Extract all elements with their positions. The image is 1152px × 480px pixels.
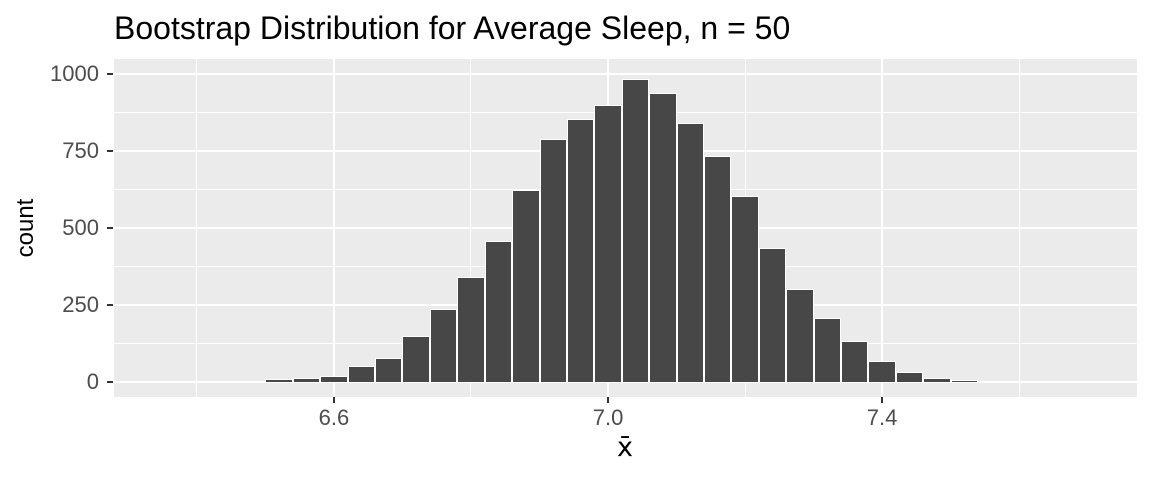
y-tick-label: 750	[62, 137, 99, 163]
histogram-bar	[183, 381, 211, 382]
histogram-bar	[786, 288, 814, 382]
histogram-bar	[758, 248, 787, 382]
histogram-bar	[594, 104, 622, 382]
x-axis-title: x̄	[617, 432, 633, 463]
histogram-bar	[676, 123, 704, 382]
histogram-bar	[375, 358, 403, 382]
chart-title: Bootstrap Distribution for Average Sleep…	[114, 10, 791, 46]
histogram-bar	[703, 156, 732, 382]
y-tick-mark	[107, 381, 113, 383]
y-tick-mark	[107, 304, 113, 306]
y-tick-label: 500	[62, 215, 99, 240]
histogram-bar	[457, 277, 485, 382]
x-tick-mark	[607, 397, 610, 403]
x-tick-label: 6.6	[318, 405, 350, 430]
histogram-bar	[621, 78, 650, 382]
gridline-major-x	[881, 59, 884, 397]
y-tick-label: 250	[62, 292, 99, 317]
histogram-bar	[868, 361, 896, 382]
y-tick-mark	[107, 149, 113, 152]
histogram-bar	[484, 240, 513, 382]
histogram-bar	[731, 195, 759, 382]
histogram-bar	[210, 381, 239, 382]
x-tick-label: 7.0	[592, 405, 624, 430]
gridline-major-y	[114, 381, 1137, 383]
x-tick-mark	[881, 397, 884, 403]
histogram-bar	[1060, 381, 1088, 382]
gridline-major-x	[332, 59, 335, 397]
x-tick-mark	[332, 397, 335, 403]
histogram-bar	[155, 381, 184, 382]
histogram-bar	[292, 377, 321, 382]
histogram-bar	[895, 371, 924, 382]
plot-panel	[114, 59, 1137, 397]
histogram-bar	[840, 341, 869, 382]
histogram-bar	[347, 365, 376, 382]
histogram-bar	[265, 379, 293, 382]
gridline-major-y	[114, 72, 1137, 75]
histogram-bar	[649, 92, 677, 382]
histogram-bar	[950, 380, 979, 382]
histogram-bar	[566, 118, 595, 382]
histogram-bar	[429, 309, 458, 382]
y-axis-title: count	[12, 198, 39, 258]
y-tick-label: 0	[86, 369, 99, 394]
histogram-bar	[402, 335, 430, 382]
y-tick-label: 1000	[50, 60, 99, 86]
histogram-bar	[1032, 381, 1061, 382]
histogram-bar	[512, 190, 540, 382]
histogram-bar	[813, 317, 841, 382]
histogram-bar	[320, 375, 348, 382]
histogram-bar	[539, 138, 567, 382]
y-tick-mark	[107, 227, 113, 229]
y-tick-mark	[107, 72, 113, 75]
histogram-bars-layer	[114, 59, 1137, 397]
x-tick-label: 7.4	[866, 405, 898, 430]
histogram-bar	[923, 378, 951, 382]
histogram-bar	[238, 380, 266, 382]
